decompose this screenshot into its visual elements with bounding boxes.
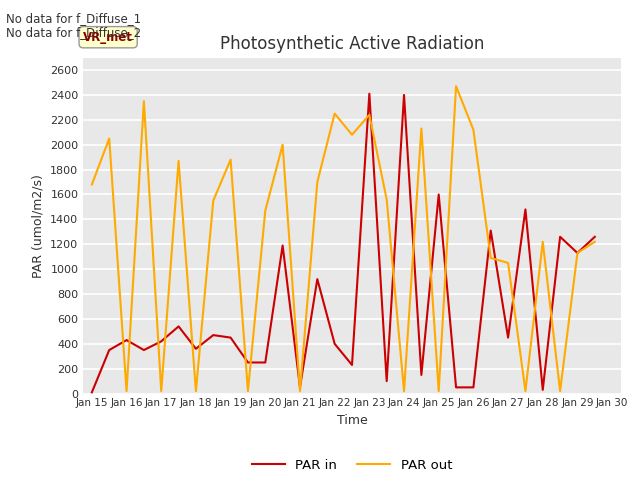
PAR out [244,388,252,394]
PAR in [435,192,442,197]
PAR in [157,338,165,344]
X-axis label: Time: Time [337,414,367,427]
Text: No data for f_Diffuse_1: No data for f_Diffuse_1 [6,12,141,25]
PAR in [400,92,408,98]
Title: Photosynthetic Active Radiation: Photosynthetic Active Radiation [220,35,484,53]
PAR in [209,332,217,338]
Line: PAR out: PAR out [92,86,595,391]
Text: VR_met: VR_met [83,31,133,44]
PAR in [227,335,234,340]
PAR in [452,384,460,390]
PAR out [157,388,165,394]
PAR in [487,228,495,233]
PAR out [591,239,598,245]
PAR in [279,242,287,248]
PAR out [88,181,96,187]
PAR in [262,360,269,365]
PAR in [106,347,113,353]
PAR in [522,206,529,212]
PAR in [504,335,512,340]
PAR out [123,388,131,394]
Y-axis label: PAR (umol/m2/s): PAR (umol/m2/s) [31,174,45,277]
PAR in [140,347,148,353]
PAR out [470,127,477,132]
PAR out [140,98,148,104]
PAR in [314,276,321,282]
PAR out [522,388,529,394]
PAR in [539,387,547,393]
PAR out [175,158,182,164]
PAR out [539,239,547,245]
PAR in [348,362,356,368]
PAR out [365,112,373,118]
PAR out [279,142,287,147]
PAR out [314,179,321,185]
PAR in [331,341,339,347]
PAR out [452,84,460,89]
PAR out [331,111,339,117]
Legend: PAR in, PAR out: PAR in, PAR out [246,454,458,478]
Line: PAR in: PAR in [92,94,595,392]
PAR out [227,157,234,163]
PAR out [209,198,217,204]
PAR in [383,378,390,384]
PAR out [106,136,113,142]
PAR in [365,91,373,96]
PAR in [470,384,477,390]
PAR in [175,324,182,329]
PAR in [296,384,304,390]
PAR out [573,250,581,256]
PAR out [262,208,269,214]
PAR out [487,255,495,261]
PAR out [400,388,408,394]
PAR in [88,389,96,395]
PAR in [556,234,564,240]
PAR in [192,346,200,352]
Text: No data for f_Diffuse_2: No data for f_Diffuse_2 [6,26,141,39]
PAR out [383,197,390,203]
PAR in [244,360,252,365]
PAR in [123,337,131,343]
PAR out [192,388,200,394]
PAR in [591,234,598,240]
PAR out [504,260,512,266]
PAR in [573,250,581,256]
PAR out [417,126,425,132]
PAR out [296,388,304,394]
PAR out [435,388,442,394]
PAR in [417,372,425,378]
PAR out [348,132,356,138]
PAR out [556,388,564,394]
